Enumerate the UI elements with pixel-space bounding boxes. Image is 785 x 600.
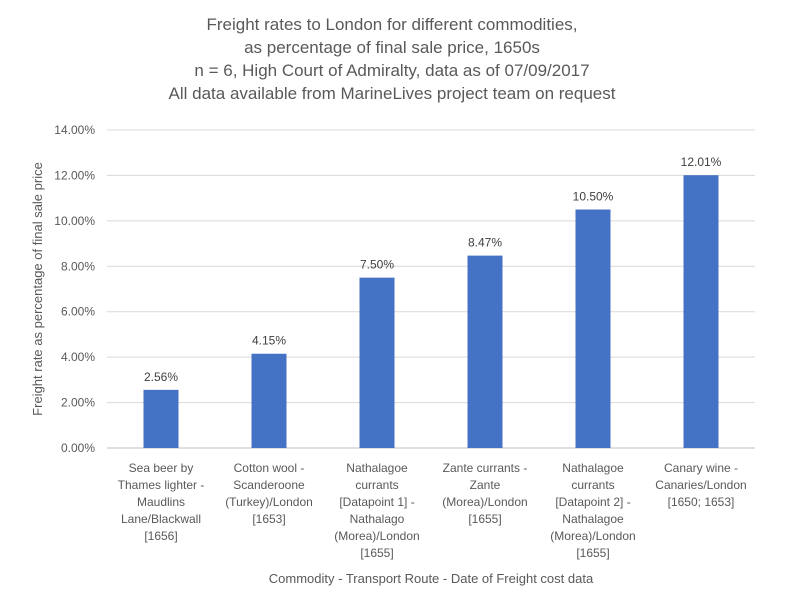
chart-title-line: n = 6, High Court of Admiralty, data as … — [194, 61, 589, 80]
x-tick-label: (Morea)/London — [334, 529, 419, 543]
x-tick-label: [1650; 1653] — [668, 495, 735, 509]
x-tick-label: [1656] — [144, 529, 177, 543]
bar — [359, 277, 395, 448]
x-tick-label: Nathalago — [350, 512, 405, 526]
y-tick-label: 14.00% — [54, 123, 95, 137]
x-tick-label: (Turkey)/London — [225, 495, 313, 509]
x-tick-label: Canaries/London — [655, 478, 746, 492]
bar — [251, 353, 287, 448]
x-axis-label: Commodity - Transport Route - Date of Fr… — [269, 571, 594, 586]
x-tick-label: Cotton wool - — [234, 461, 305, 475]
x-tick-label: Nathalagoe — [562, 461, 624, 475]
bar — [467, 255, 503, 448]
x-tick-label: [1653] — [252, 512, 285, 526]
data-label: 10.50% — [573, 190, 614, 204]
y-tick-label: 2.00% — [61, 396, 95, 410]
data-label: 8.47% — [468, 236, 502, 250]
y-tick-label: 6.00% — [61, 305, 95, 319]
x-tick-label: Sea beer by — [129, 461, 194, 475]
x-tick-label: Thames lighter - — [118, 478, 205, 492]
y-axis-label: Freight rate as percentage of final sale… — [30, 162, 45, 416]
y-tick-label: 8.00% — [61, 259, 95, 273]
x-tick-label: currants — [355, 478, 398, 492]
x-tick-label: Canary wine - — [664, 461, 738, 475]
x-tick-label: Maudlins — [137, 495, 185, 509]
chart-title-line: as percentage of final sale price, 1650s — [244, 38, 540, 57]
x-tick-label: Lane/Blackwall — [121, 512, 201, 526]
x-tick-label: Scanderoone — [233, 478, 305, 492]
x-tick-label: Zante — [470, 478, 501, 492]
x-tick-label: Nathalagoe — [562, 512, 624, 526]
bar — [683, 175, 719, 449]
x-tick-label: [1655] — [576, 546, 609, 560]
x-tick-label: (Morea)/London — [550, 529, 635, 543]
x-tick-label: Zante currants - — [443, 461, 528, 475]
y-tick-label: 0.00% — [61, 441, 95, 455]
bar — [143, 389, 179, 448]
x-tick-label: Nathalagoe — [346, 461, 408, 475]
data-label: 7.50% — [360, 258, 394, 272]
data-label: 4.15% — [252, 334, 286, 348]
x-tick-label: [Datapoint 2] - — [555, 495, 630, 509]
y-tick-label: 10.00% — [54, 214, 95, 228]
y-tick-label: 12.00% — [54, 168, 95, 182]
x-tick-label: (Morea)/London — [442, 495, 527, 509]
chart-title-line: Freight rates to London for different co… — [206, 15, 577, 34]
x-tick-label: [Datapoint 1] - — [339, 495, 414, 509]
data-label: 2.56% — [144, 370, 178, 384]
data-label: 12.01% — [681, 155, 722, 169]
x-tick-label: currants — [571, 478, 614, 492]
x-tick-label: [1655] — [468, 512, 501, 526]
y-tick-label: 4.00% — [61, 350, 95, 364]
bar — [575, 209, 611, 448]
chart-title-line: All data available from MarineLives proj… — [169, 84, 616, 103]
x-tick-label: [1655] — [360, 546, 393, 560]
